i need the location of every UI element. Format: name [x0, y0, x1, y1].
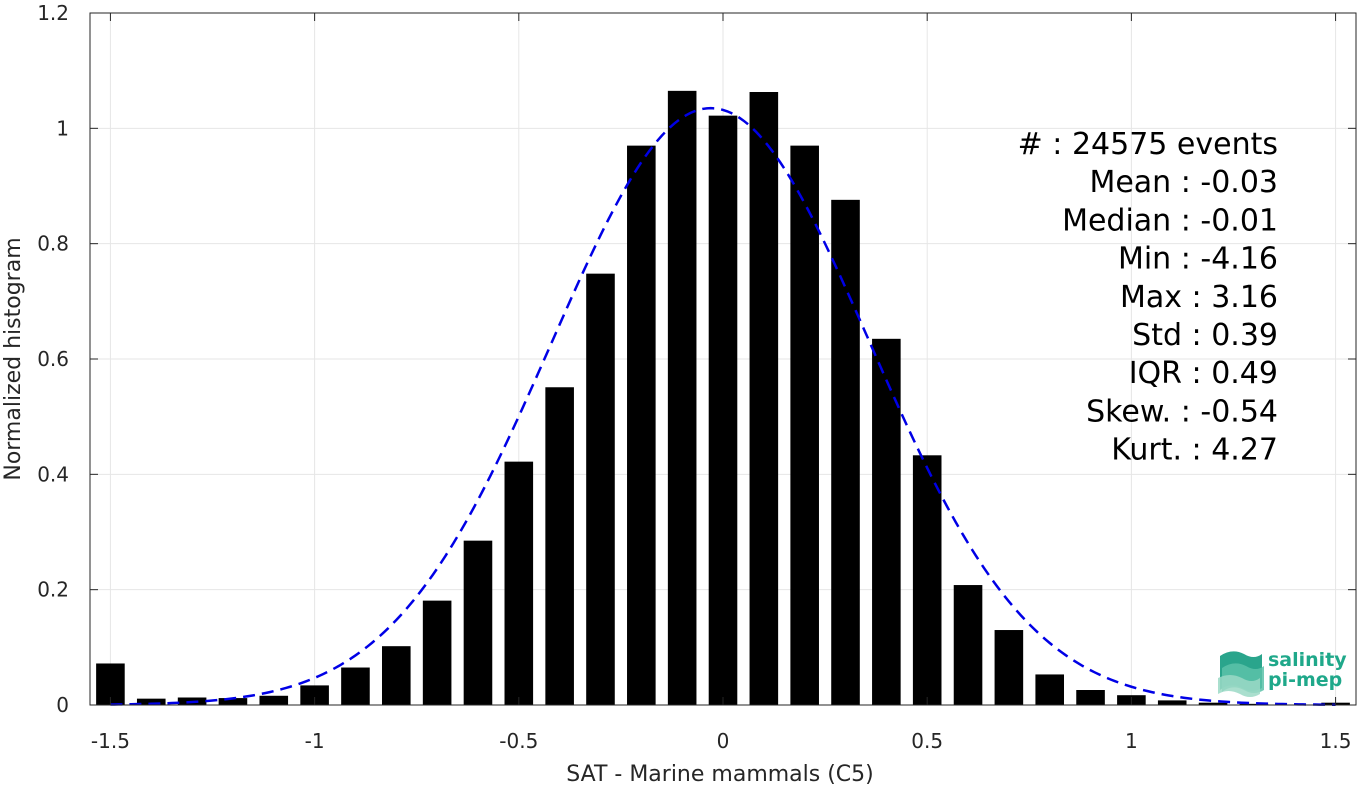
histogram-bar — [300, 685, 329, 705]
histogram-bar — [912, 455, 942, 705]
stats-line: # : 24575 events — [1018, 127, 1278, 162]
histogram-bar — [545, 387, 574, 705]
histogram-bar — [994, 630, 1024, 705]
histogram-bar — [790, 145, 819, 706]
y-tick-label: 0.2 — [37, 578, 69, 602]
histogram-bar — [708, 115, 738, 705]
y-tick-label: 1.2 — [37, 1, 69, 25]
histogram-bar — [341, 667, 370, 705]
stats-line: Median : -0.01 — [1062, 203, 1278, 238]
histogram-bar — [422, 600, 452, 705]
logo-line1: salinity — [1268, 649, 1347, 671]
stats-line: Min : -4.16 — [1118, 242, 1278, 277]
y-tick-label: 0.4 — [37, 462, 69, 486]
stats-line: Mean : -0.03 — [1089, 165, 1278, 200]
x-tick-label: 1.5 — [1320, 729, 1352, 753]
histogram-bar — [136, 698, 166, 705]
y-tick-labels: 0 0.2 0.4 0.6 0.8 1 1.2 — [37, 1, 69, 717]
histogram-bar — [586, 273, 615, 705]
stats-line: Max : 3.16 — [1120, 280, 1278, 315]
histogram-bar — [463, 540, 493, 705]
x-tick-label: -1.5 — [91, 729, 130, 753]
ticks — [90, 12, 1356, 706]
histogram-bar — [749, 92, 779, 705]
x-tick-label: 0 — [717, 729, 730, 753]
stats-line: Skew. : -0.54 — [1086, 394, 1278, 429]
histogram-bar — [1157, 700, 1187, 705]
histogram-bar — [1076, 690, 1105, 705]
histogram-bar — [627, 145, 656, 706]
stats-line: Kurt. : 4.27 — [1111, 433, 1278, 468]
histogram-bar — [1198, 702, 1228, 705]
salinity-pi-mep-logo: salinity pi-mep — [1218, 649, 1347, 697]
y-tick-label: 0 — [56, 693, 69, 717]
y-tick-label: 0.8 — [37, 232, 69, 256]
waves-logo-icon — [1218, 651, 1264, 697]
histogram-bar — [259, 695, 289, 705]
histogram-bar — [218, 698, 248, 705]
x-axis-label: SAT - Marine mammals (C5) — [566, 762, 874, 785]
stats-line: IQR : 0.49 — [1129, 356, 1278, 391]
histogram-bar — [953, 585, 983, 705]
gaussian-fit-curve — [110, 106, 1336, 706]
y-tick-label: 1 — [56, 116, 69, 140]
y-tick-label: 0.6 — [37, 347, 69, 371]
histogram-bar — [1239, 703, 1269, 705]
x-tick-label: 1 — [1125, 729, 1138, 753]
x-tick-label: -1 — [305, 729, 325, 753]
stats-line: Std : 0.39 — [1132, 318, 1278, 353]
logo-line2: pi-mep — [1268, 669, 1342, 691]
bars — [96, 90, 1350, 706]
x-tick-labels: -1.5 -1 -0.5 0 0.5 1 1.5 — [91, 729, 1352, 753]
histogram-bar — [504, 461, 534, 705]
histogram-bar — [872, 338, 901, 705]
histogram-bar — [1035, 674, 1065, 705]
y-axis-label: Normalized histogram — [1, 237, 26, 480]
histogram-bar — [667, 90, 697, 706]
x-tick-label: 0.5 — [911, 729, 943, 753]
histogram-bar — [831, 199, 860, 705]
x-tick-label: -0.5 — [499, 729, 538, 753]
histogram-bar — [381, 646, 411, 705]
